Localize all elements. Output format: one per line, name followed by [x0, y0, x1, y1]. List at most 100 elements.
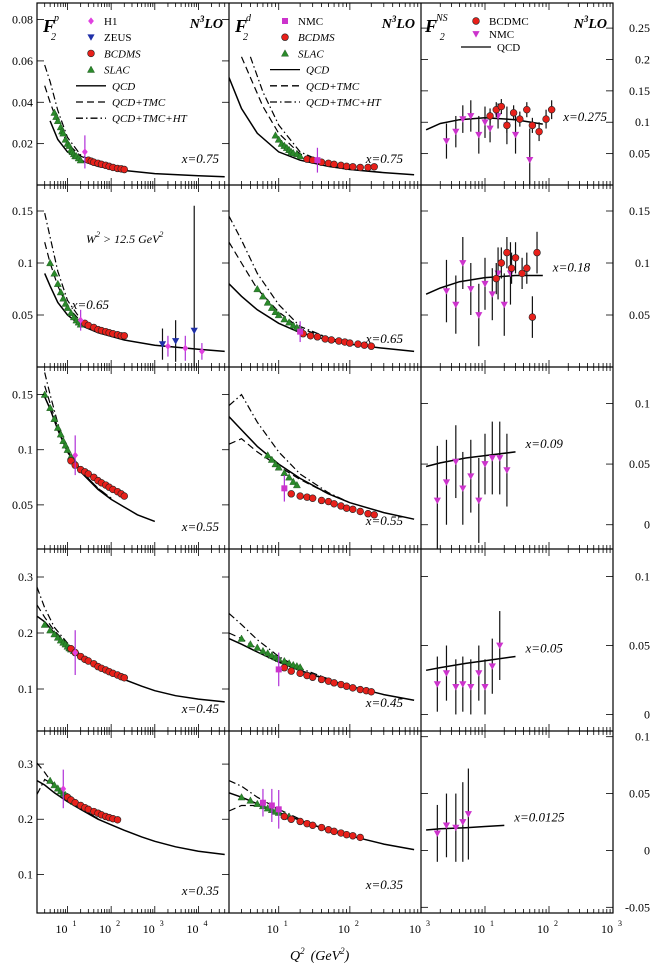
data-point-slac	[271, 307, 280, 315]
legend-proton: H1 ZEUS BCDMS SLAC QCD QCD+TMC QCD+TMC+HT	[76, 16, 188, 125]
data-point-nmc	[459, 116, 467, 123]
data-point-bcdms	[330, 160, 338, 169]
legend-entry-h1: H1	[88, 16, 117, 28]
data-point-nmc	[275, 806, 282, 813]
data-point-h1	[72, 649, 79, 657]
panel-x-label: x=0.05	[525, 641, 564, 656]
data-point-bcdms	[370, 163, 378, 171]
data-point-h1	[72, 451, 79, 459]
data-point-slac	[285, 318, 294, 326]
series-nmc	[433, 611, 504, 715]
panel-x-label: x=0.55	[365, 513, 404, 528]
data-point-slac	[271, 131, 280, 139]
data-point-bcdms	[330, 679, 338, 687]
y-tick-label: 0.1	[18, 443, 33, 457]
y-tick-label: 0.15	[629, 204, 650, 218]
series-slac	[237, 793, 294, 820]
data-point-nmc	[475, 670, 483, 677]
series-nmc	[442, 237, 515, 347]
data-point-bcdms	[342, 682, 351, 690]
legend-label: QCD+TMC+HT	[112, 113, 188, 125]
data-point-nmc	[467, 683, 475, 691]
data-point-bcdms	[346, 339, 354, 347]
legend-label: QCD	[112, 81, 135, 93]
y-tick-label: 0.05	[12, 308, 33, 322]
data-point-bcdms	[120, 165, 128, 174]
data-point-bcdmc	[523, 264, 531, 272]
panel-proton-row-0: 0.02 0.04 0.06 0.08 x=0.75	[12, 13, 229, 178]
curve-qcd	[425, 655, 516, 672]
data-point-nmc	[475, 497, 483, 505]
data-point-nmc	[459, 819, 467, 826]
legend-marker-nmc	[282, 18, 288, 24]
data-point-bcdms	[356, 507, 364, 516]
data-point-bcdms	[349, 832, 357, 840]
legend-label: SLAC	[104, 65, 130, 77]
data-point-bcdms	[349, 684, 357, 692]
x-tick-label: 10	[601, 922, 613, 936]
data-point-slac	[63, 303, 72, 311]
data-point-bcdms	[327, 336, 336, 344]
data-point-slac	[253, 799, 262, 807]
data-point-nmc	[452, 824, 460, 832]
data-point-nmc	[503, 467, 511, 474]
data-point-bcdmc	[492, 274, 500, 283]
legend-entry-nmc: NMC	[472, 29, 514, 41]
order-label: N3LO	[189, 14, 223, 32]
y-tick-label: 0	[644, 518, 650, 532]
data-point-nmc	[314, 157, 321, 164]
series-bcdmc	[492, 231, 541, 338]
data-point-slac	[263, 298, 272, 306]
data-point-slac	[237, 634, 246, 642]
data-point-nmc	[452, 128, 460, 136]
panel-x-label: x=0.75	[365, 151, 404, 166]
panel-x-label: x=0.35	[365, 877, 404, 892]
data-point-slac	[267, 455, 276, 463]
legend-label: ZEUS	[104, 32, 132, 44]
data-point-slac	[56, 288, 65, 296]
data-point-bcdms	[330, 827, 338, 836]
data-point-nmc	[442, 670, 451, 677]
x-tick-exponent: 1	[490, 919, 494, 928]
panel-nonsinglet-row-0: 0.05 0.1 0.15 0.2 0.25 x=0.275	[421, 21, 650, 185]
data-point-nmc	[486, 125, 494, 133]
data-point-bcdms	[67, 457, 75, 465]
data-point-bcdms	[335, 337, 343, 345]
data-point-bcdmc	[533, 248, 541, 257]
series-nmc	[433, 768, 472, 862]
y-tick-label: 0.1	[635, 396, 650, 410]
data-point-nmc	[459, 681, 467, 688]
data-point-bcdms	[287, 490, 295, 498]
data-point-bcdms	[349, 505, 357, 513]
data-point-nmc	[433, 830, 441, 837]
curve-tmc	[37, 604, 99, 667]
curve-ht	[229, 393, 351, 504]
panel-deuteron-row-1: x=0.65	[229, 215, 415, 353]
curve-qcd	[229, 416, 415, 520]
series-slac	[263, 451, 301, 489]
data-point-slac	[59, 294, 68, 302]
data-point-slac	[274, 463, 283, 471]
data-point-slac	[267, 303, 276, 311]
data-point-bcdms	[120, 674, 128, 682]
data-point-slac	[259, 292, 267, 300]
x-tick-label: 10	[56, 922, 68, 936]
y-tick-label: 0.1	[18, 682, 33, 696]
order-label: N3LO	[573, 14, 607, 32]
data-point-nmc	[259, 799, 266, 806]
data-point-slac	[263, 451, 272, 459]
data-point-bcdms	[120, 332, 128, 340]
data-point-nmc	[452, 458, 460, 466]
data-point-slac	[50, 781, 59, 789]
curve-qcd	[426, 824, 505, 831]
y-tick-label: 0.3	[18, 757, 33, 771]
legend-label: NMC	[489, 29, 514, 41]
data-point-nmc	[442, 138, 451, 145]
y-tick-label: 0.05	[629, 147, 650, 161]
panel-proton-row-3: 0.1 0.2 0.3 x=0.45	[18, 570, 229, 716]
series-slac	[271, 131, 305, 160]
data-point-slac	[53, 423, 62, 431]
svg-text:Fp2: Fp 2	[42, 13, 59, 43]
legend-entry-bcdms: BCDMS	[87, 48, 141, 60]
data-point-nmc	[511, 131, 520, 139]
